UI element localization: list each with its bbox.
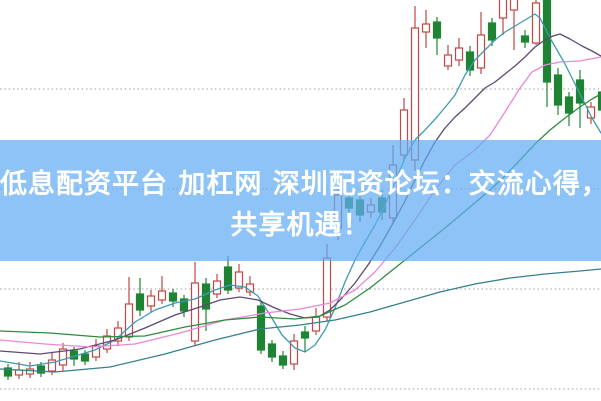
banner-text-line1: 低息配资平台 加杠网 深圳配资论坛：交流心得， <box>0 169 601 200</box>
banner-text-line2: 共享机遇！ <box>230 210 371 241</box>
promo-banner: 低息配资平台 加杠网 深圳配资论坛：交流心得， 共享机遇！ <box>0 140 601 261</box>
